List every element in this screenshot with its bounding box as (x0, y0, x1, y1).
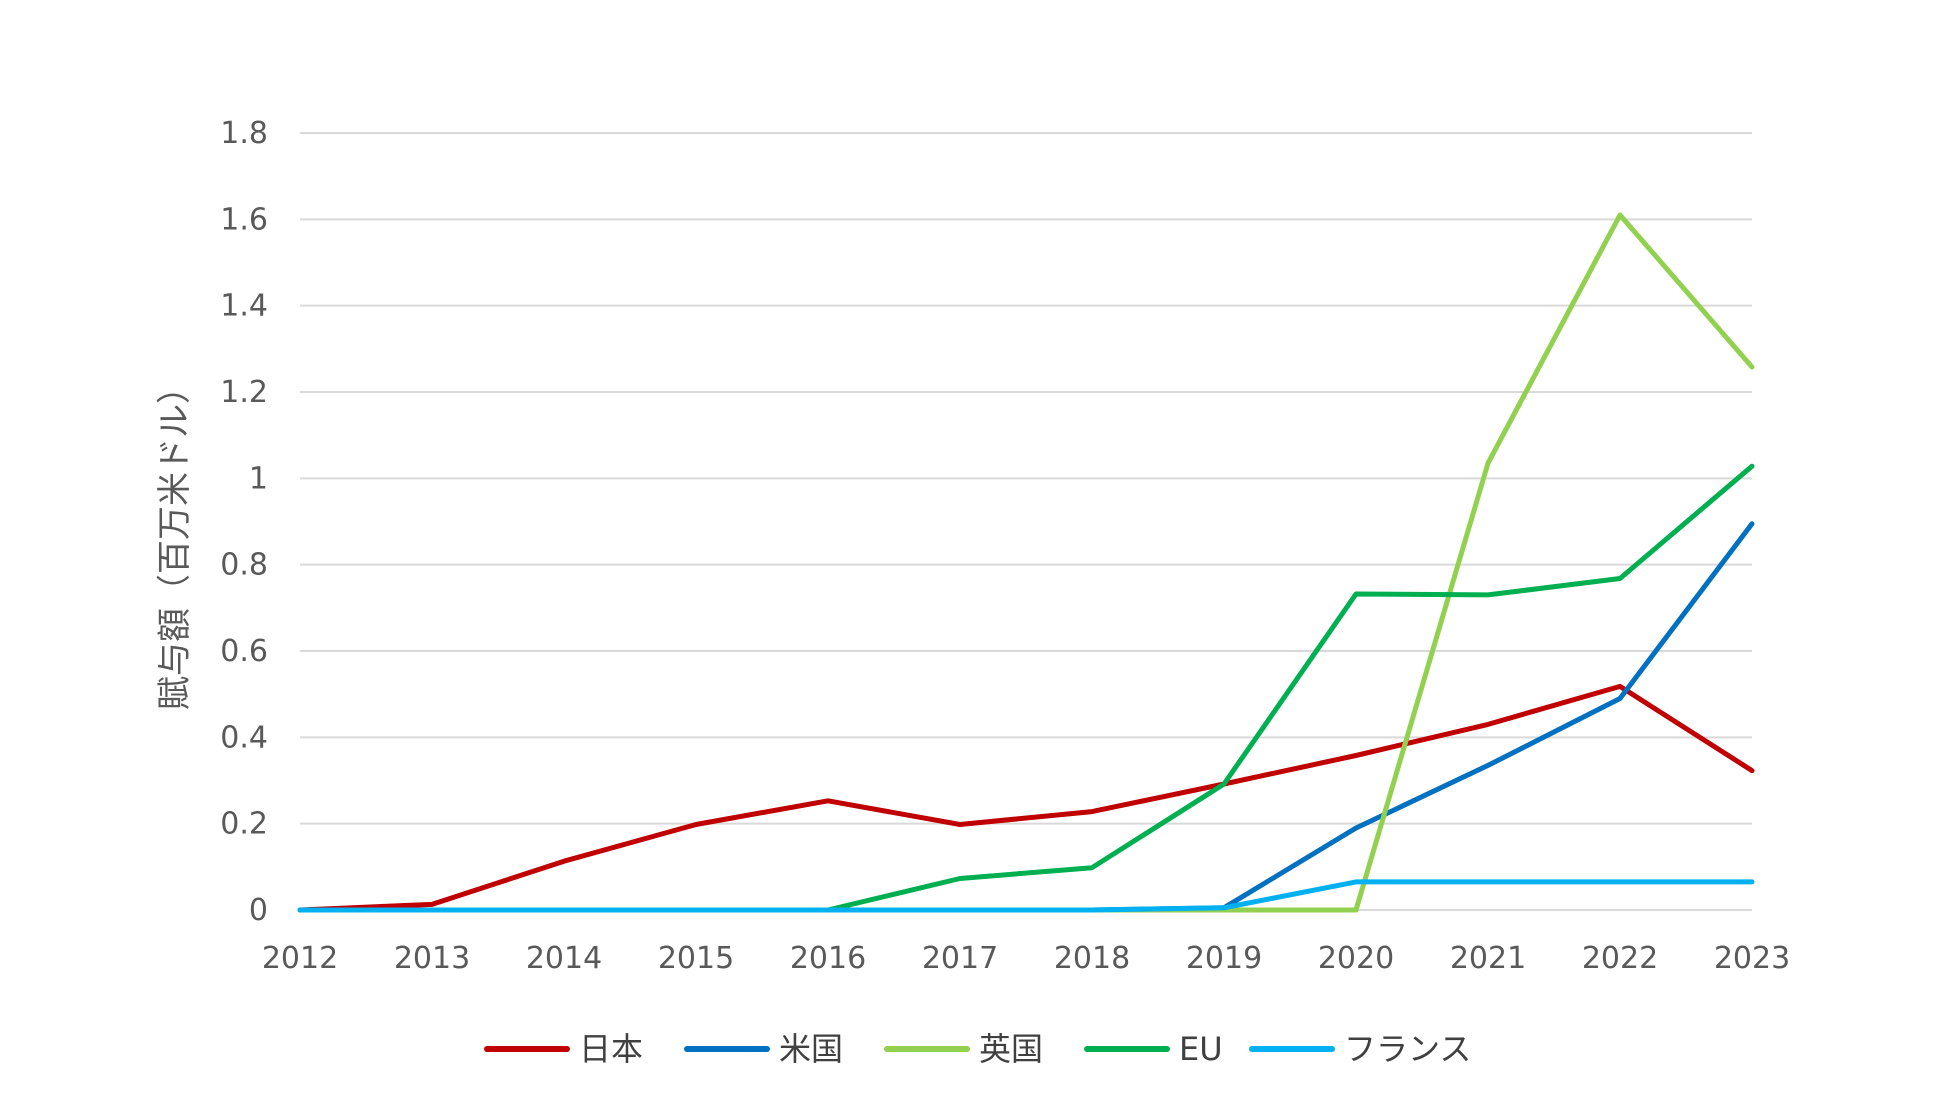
series-line-英国 (297, 212, 1755, 913)
series-line-米国 (297, 521, 1755, 913)
legend-item: 英国 (884, 1030, 1043, 1068)
legend-item: 日本 (484, 1030, 643, 1068)
legend-item: フランス (1249, 1030, 1471, 1068)
x-tick-label: 2016 (790, 941, 866, 976)
legend-item: EU (1084, 1030, 1223, 1068)
y-axis-title: 賦与額（百万米ドル） (155, 370, 195, 710)
y-tick-label: 1 (249, 461, 268, 496)
series-lines (297, 212, 1755, 913)
legend-label: 英国 (979, 1030, 1043, 1068)
legend-label: EU (1179, 1030, 1223, 1068)
x-axis-ticks: 2012 2013 2014 2015 2016 2017 2018 2019 2020 2021… (262, 941, 1790, 976)
series-line-フランス (297, 879, 1755, 913)
y-tick-label: 0.4 (220, 720, 268, 755)
legend: 日本 米国 英国 EU フランス (484, 1030, 1471, 1068)
x-tick-label: 2014 (526, 941, 602, 976)
y-tick-label: 0.2 (220, 807, 268, 842)
legend-item: 米国 (684, 1030, 843, 1068)
y-tick-label: 0.8 (220, 548, 268, 583)
x-tick-label: 2018 (1054, 941, 1130, 976)
x-tick-label: 2017 (922, 941, 998, 976)
gridlines (300, 132, 1752, 911)
y-tick-label: 0.6 (220, 634, 268, 669)
y-axis-ticks: 0 0.2 0.4 0.6 0.8 1 1.2 1.4 1.6 1.8 (220, 116, 268, 928)
x-tick-label: 2012 (262, 941, 338, 976)
y-tick-label: 0 (249, 893, 268, 928)
x-tick-label: 2020 (1318, 941, 1394, 976)
series-line-EU (297, 463, 1755, 913)
y-tick-label: 1.2 (220, 375, 268, 410)
y-tick-label: 1.8 (220, 116, 268, 151)
x-tick-label: 2021 (1450, 941, 1526, 976)
legend-label: 米国 (779, 1030, 843, 1068)
x-tick-label: 2013 (394, 941, 470, 976)
y-tick-label: 1.4 (220, 289, 268, 324)
legend-label: 日本 (579, 1030, 643, 1068)
x-tick-label: 2015 (658, 941, 734, 976)
x-tick-label: 2019 (1186, 941, 1262, 976)
y-tick-label: 1.6 (220, 202, 268, 237)
x-tick-label: 2023 (1714, 941, 1790, 976)
series-line-日本 (297, 683, 1755, 913)
x-tick-label: 2022 (1582, 941, 1658, 976)
legend-label: フランス (1344, 1030, 1471, 1068)
